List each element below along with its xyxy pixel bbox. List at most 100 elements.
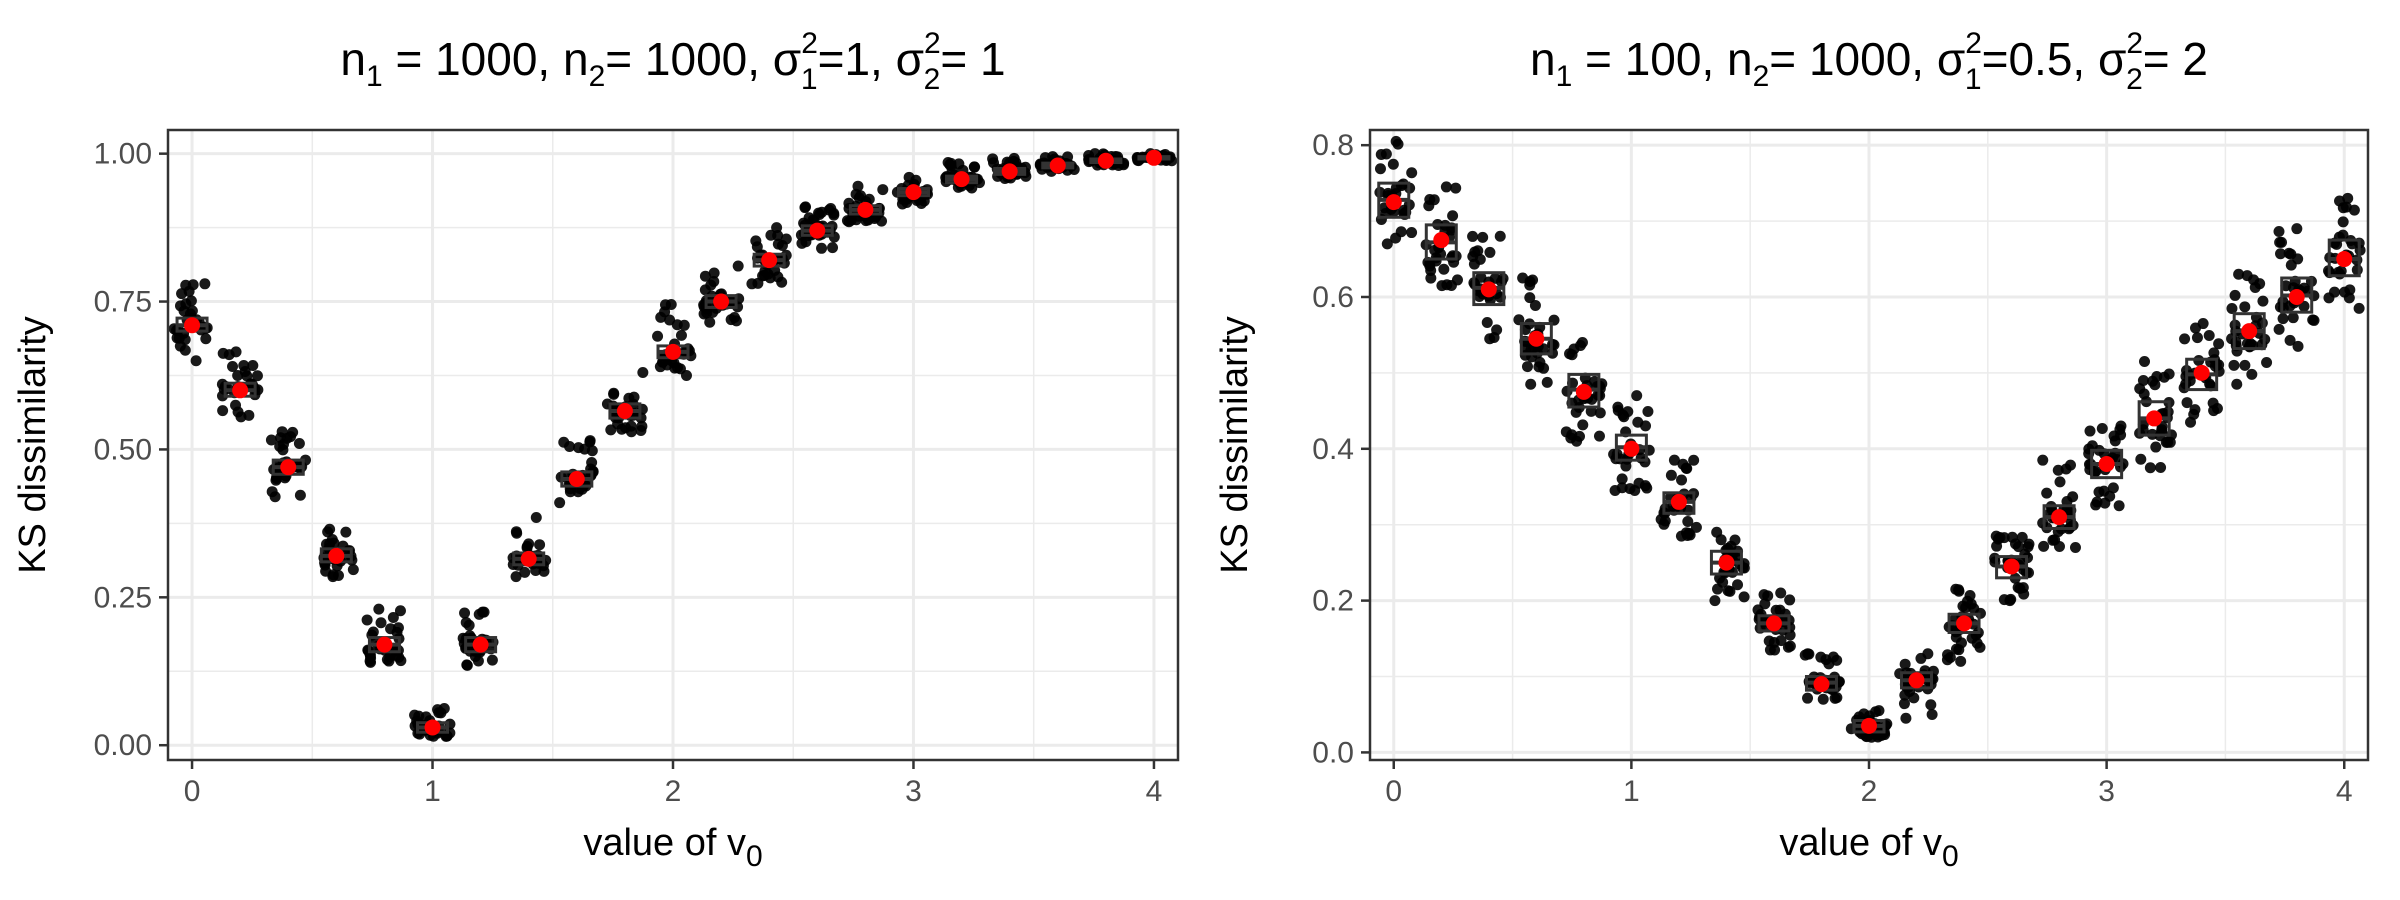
data-point xyxy=(2292,253,2304,265)
mean-point xyxy=(328,547,345,564)
data-point xyxy=(281,432,293,444)
data-point xyxy=(1390,232,1402,244)
x-tick-label: 0 xyxy=(184,775,201,808)
data-point xyxy=(2353,302,2365,314)
box-group xyxy=(2273,223,2320,352)
mean-point xyxy=(2003,558,2020,575)
box-group xyxy=(216,346,264,423)
data-point xyxy=(730,315,742,327)
mean-point xyxy=(2288,288,2305,305)
box-group xyxy=(1709,526,1750,607)
data-point xyxy=(322,526,334,538)
data-point xyxy=(1380,148,1392,160)
data-point xyxy=(1484,246,1496,258)
data-point xyxy=(534,539,546,551)
y-tick-label: 0.8 xyxy=(1312,129,1354,162)
data-point xyxy=(1668,454,1680,466)
mean-point xyxy=(1765,615,1782,632)
data-point xyxy=(472,655,484,667)
box-group xyxy=(1941,583,1986,667)
data-point xyxy=(243,409,255,421)
mean-point xyxy=(1145,149,1162,166)
box-group xyxy=(507,511,552,583)
data-point xyxy=(460,617,472,629)
box-group xyxy=(1560,337,1608,447)
data-point xyxy=(1524,279,1536,291)
y-tick-label: 0.75 xyxy=(94,286,152,319)
data-point xyxy=(2274,236,2286,248)
data-point xyxy=(2292,340,2304,352)
mean-point xyxy=(2241,323,2258,340)
data-point xyxy=(1529,299,1541,311)
data-point xyxy=(461,659,473,671)
data-point xyxy=(2047,534,2059,546)
mean-point xyxy=(1385,194,1402,211)
data-point xyxy=(2337,229,2349,241)
data-point xyxy=(521,542,533,554)
chart-title: n1​ = 1000, n2​= 1000, σ21​=1, σ22​= 1 xyxy=(340,27,1005,96)
box-group xyxy=(409,703,456,742)
data-point xyxy=(2273,225,2285,237)
data-point xyxy=(2016,531,2028,543)
data-point xyxy=(510,526,522,538)
data-point xyxy=(1803,648,1815,660)
data-point xyxy=(1521,361,1533,373)
mean-point xyxy=(2098,455,2115,472)
data-point xyxy=(1538,362,1550,374)
data-point xyxy=(1585,405,1597,417)
data-point xyxy=(232,406,244,418)
data-point xyxy=(968,161,980,173)
data-point xyxy=(1953,585,1965,597)
data-point xyxy=(584,436,596,448)
data-point xyxy=(2181,397,2193,409)
data-point xyxy=(2014,583,2026,595)
box-group xyxy=(265,426,311,503)
data-point xyxy=(573,442,585,454)
y-tick-label: 1.00 xyxy=(94,138,152,171)
data-point xyxy=(2241,270,2253,282)
data-point xyxy=(251,370,263,382)
data-point xyxy=(199,278,211,290)
box-group xyxy=(168,278,213,367)
data-point xyxy=(915,197,927,209)
data-point xyxy=(217,405,229,417)
box-group xyxy=(1420,181,1463,292)
data-point xyxy=(987,153,999,165)
data-point xyxy=(2113,500,2125,512)
box-group xyxy=(1034,151,1080,177)
mean-point xyxy=(1718,554,1735,571)
box-group xyxy=(554,435,599,509)
data-point xyxy=(2135,453,2147,465)
data-point xyxy=(1968,603,1980,615)
data-point xyxy=(1374,163,1386,175)
mean-point xyxy=(184,317,201,334)
data-point xyxy=(2107,482,2119,494)
data-point xyxy=(1612,401,1624,413)
x-tick-label: 4 xyxy=(1146,775,1163,808)
data-point xyxy=(190,355,202,367)
data-point xyxy=(1712,583,1724,595)
data-point xyxy=(1709,595,1721,607)
data-point xyxy=(1974,641,1986,653)
data-point xyxy=(1688,454,1700,466)
data-point xyxy=(347,564,359,576)
data-point xyxy=(2037,454,2049,466)
mean-point xyxy=(857,201,874,218)
x-tick-label: 2 xyxy=(665,775,682,808)
data-point xyxy=(381,654,393,666)
data-point xyxy=(1961,595,1973,607)
data-point xyxy=(1966,632,1978,644)
mean-point xyxy=(2146,410,2163,427)
data-point xyxy=(678,319,690,331)
data-point xyxy=(2239,359,2251,371)
data-point xyxy=(554,497,566,509)
mean-point xyxy=(1575,383,1592,400)
data-point xyxy=(519,566,531,578)
mean-point xyxy=(1670,493,1687,510)
data-point xyxy=(180,279,192,291)
data-point xyxy=(620,422,632,434)
box-group xyxy=(1989,530,2035,607)
data-point xyxy=(772,230,784,242)
mean-point xyxy=(568,471,585,488)
